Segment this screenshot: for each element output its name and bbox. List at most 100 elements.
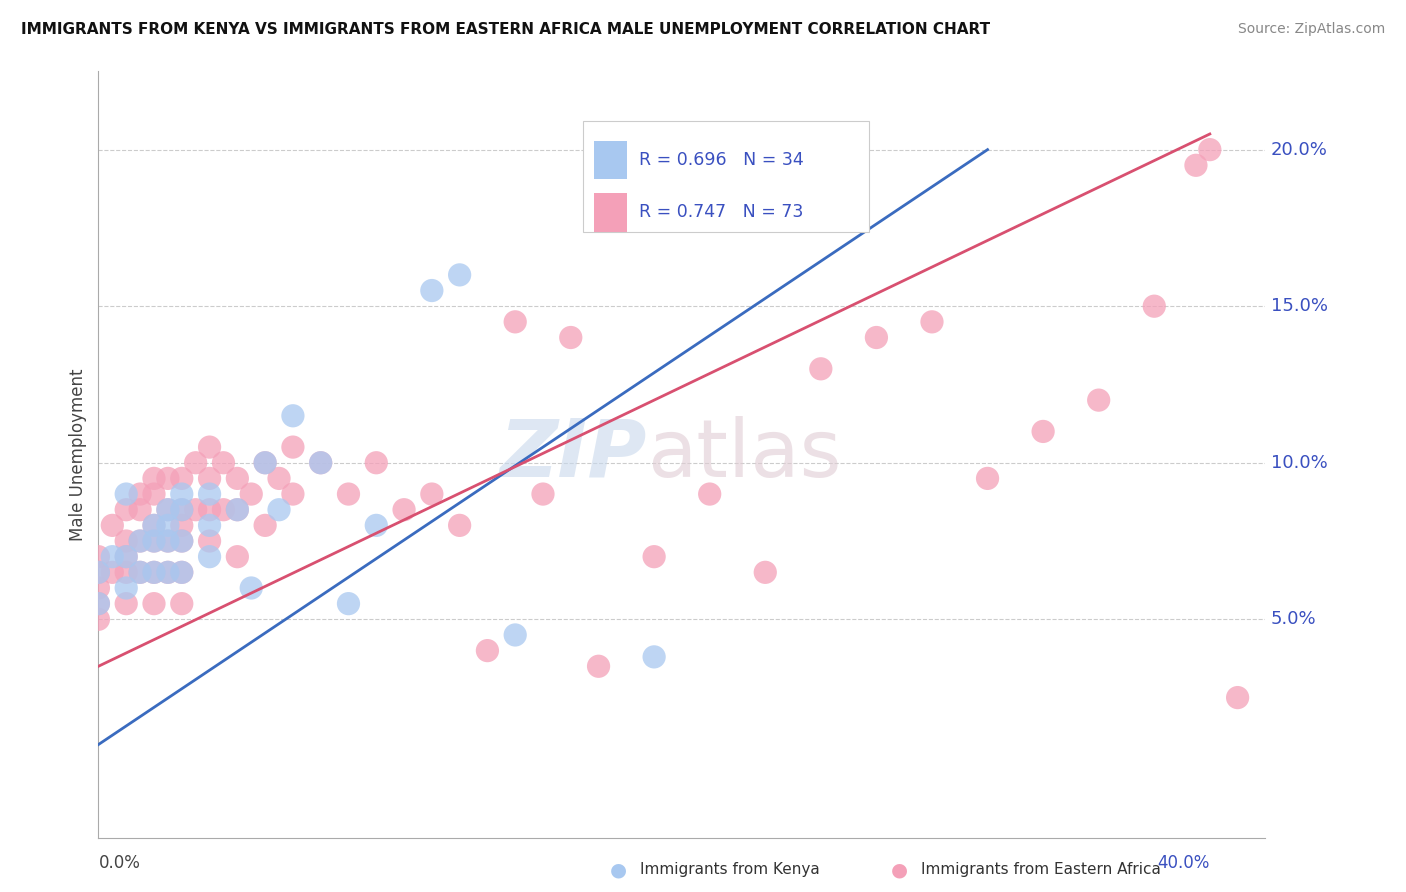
Point [337, 487, 360, 501]
Point [87, 566, 110, 580]
Point [143, 534, 166, 549]
Point [143, 597, 166, 611]
Point [87, 612, 110, 626]
Point [810, 361, 832, 376]
Point [115, 549, 138, 564]
Point [87, 549, 110, 564]
Point [531, 487, 554, 501]
Point [503, 628, 526, 642]
Point [198, 502, 221, 516]
Point [366, 456, 388, 470]
Text: atlas: atlas [647, 416, 841, 494]
Text: R = 0.747   N = 73: R = 0.747 N = 73 [638, 203, 803, 221]
Point [184, 456, 207, 470]
Point [115, 487, 138, 501]
Point [156, 502, 179, 516]
Point [449, 518, 471, 533]
Point [129, 534, 152, 549]
Point [115, 549, 138, 564]
Text: 40.0%: 40.0% [1157, 855, 1209, 872]
Point [309, 456, 332, 470]
Point [115, 581, 138, 595]
FancyBboxPatch shape [595, 194, 627, 232]
Point [101, 518, 124, 533]
Text: 0.0%: 0.0% [98, 855, 141, 872]
Point [115, 502, 138, 516]
Point [101, 549, 124, 564]
Point [420, 487, 443, 501]
Point [101, 566, 124, 580]
Point [212, 456, 235, 470]
Point [643, 649, 665, 664]
Point [87, 581, 110, 595]
Point [129, 502, 152, 516]
Point [643, 549, 665, 564]
Text: ZIP: ZIP [499, 416, 647, 494]
Point [212, 502, 235, 516]
Point [198, 534, 221, 549]
Point [449, 268, 471, 282]
FancyBboxPatch shape [595, 141, 627, 179]
Text: Immigrants from Kenya: Immigrants from Kenya [640, 863, 820, 877]
Point [281, 409, 304, 423]
Point [976, 471, 998, 485]
Point [143, 518, 166, 533]
Point [254, 456, 277, 470]
Point [198, 471, 221, 485]
Point [129, 566, 152, 580]
Point [392, 502, 415, 516]
Point [198, 518, 221, 533]
Point [1226, 690, 1249, 705]
Point [281, 440, 304, 454]
Point [87, 597, 110, 611]
Point [115, 597, 138, 611]
Point [143, 471, 166, 485]
Point [226, 502, 249, 516]
Point [170, 597, 193, 611]
Point [156, 534, 179, 549]
Point [170, 566, 193, 580]
Point [1185, 158, 1208, 172]
Point [921, 315, 943, 329]
Text: ●: ● [891, 860, 908, 880]
FancyBboxPatch shape [582, 121, 869, 233]
Point [1087, 393, 1109, 408]
Point [156, 471, 179, 485]
Point [477, 643, 499, 657]
Text: R = 0.696   N = 34: R = 0.696 N = 34 [638, 151, 803, 169]
Point [170, 502, 193, 516]
Point [156, 566, 179, 580]
Text: 10.0%: 10.0% [1271, 454, 1327, 472]
Text: 5.0%: 5.0% [1271, 610, 1316, 628]
Point [240, 581, 263, 595]
Point [254, 456, 277, 470]
Point [267, 502, 290, 516]
Point [115, 566, 138, 580]
Point [560, 330, 582, 344]
Point [129, 566, 152, 580]
Point [129, 487, 152, 501]
Text: IMMIGRANTS FROM KENYA VS IMMIGRANTS FROM EASTERN AFRICA MALE UNEMPLOYMENT CORREL: IMMIGRANTS FROM KENYA VS IMMIGRANTS FROM… [21, 22, 990, 37]
Point [198, 487, 221, 501]
Point [281, 487, 304, 501]
Point [198, 549, 221, 564]
Point [170, 566, 193, 580]
Point [184, 502, 207, 516]
Point [170, 471, 193, 485]
Point [699, 487, 721, 501]
Point [865, 330, 887, 344]
Point [143, 534, 166, 549]
Point [254, 518, 277, 533]
Text: Source: ZipAtlas.com: Source: ZipAtlas.com [1237, 22, 1385, 37]
Point [198, 440, 221, 454]
Point [366, 518, 388, 533]
Point [170, 518, 193, 533]
Point [754, 566, 776, 580]
Y-axis label: Male Unemployment: Male Unemployment [69, 368, 87, 541]
Point [156, 502, 179, 516]
Point [1143, 299, 1166, 313]
Point [143, 518, 166, 533]
Point [240, 487, 263, 501]
Point [337, 597, 360, 611]
Point [588, 659, 610, 673]
